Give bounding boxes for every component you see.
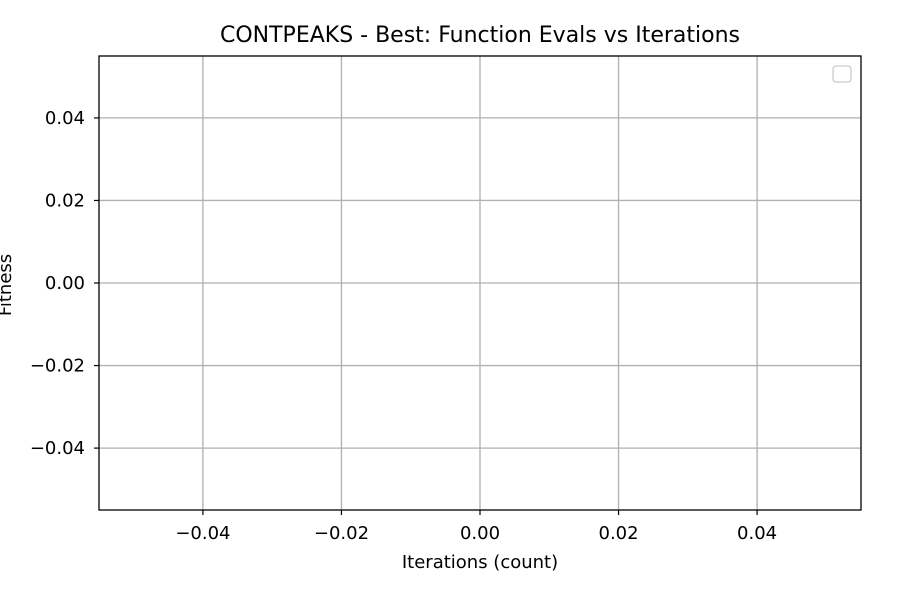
- x-tick-label: 0.04: [737, 523, 777, 544]
- x-tick-label: 0.00: [460, 523, 500, 544]
- legend-box: [832, 65, 852, 83]
- y-tick-label: −0.02: [30, 356, 85, 377]
- chart-title: CONTPEAKS - Best: Function Evals vs Iter…: [220, 23, 740, 48]
- y-tick-label: −0.04: [30, 438, 85, 459]
- y-tick-label: 0.02: [45, 190, 85, 211]
- x-axis-label: Iterations (count): [402, 552, 558, 573]
- grid-lines: [99, 56, 861, 510]
- x-tick-label: 0.02: [599, 523, 639, 544]
- y-axis-label: Fitness: [0, 254, 16, 316]
- x-tick-label: −0.02: [314, 523, 369, 544]
- y-tick-label: 0.00: [45, 273, 85, 294]
- x-axis-ticks: −0.04 −0.02 0.00 0.02 0.04: [175, 510, 777, 544]
- y-axis-ticks: 0.04 0.02 0.00 −0.02 −0.04: [30, 108, 99, 459]
- y-tick-label: 0.04: [45, 108, 85, 129]
- x-tick-label: −0.04: [175, 523, 230, 544]
